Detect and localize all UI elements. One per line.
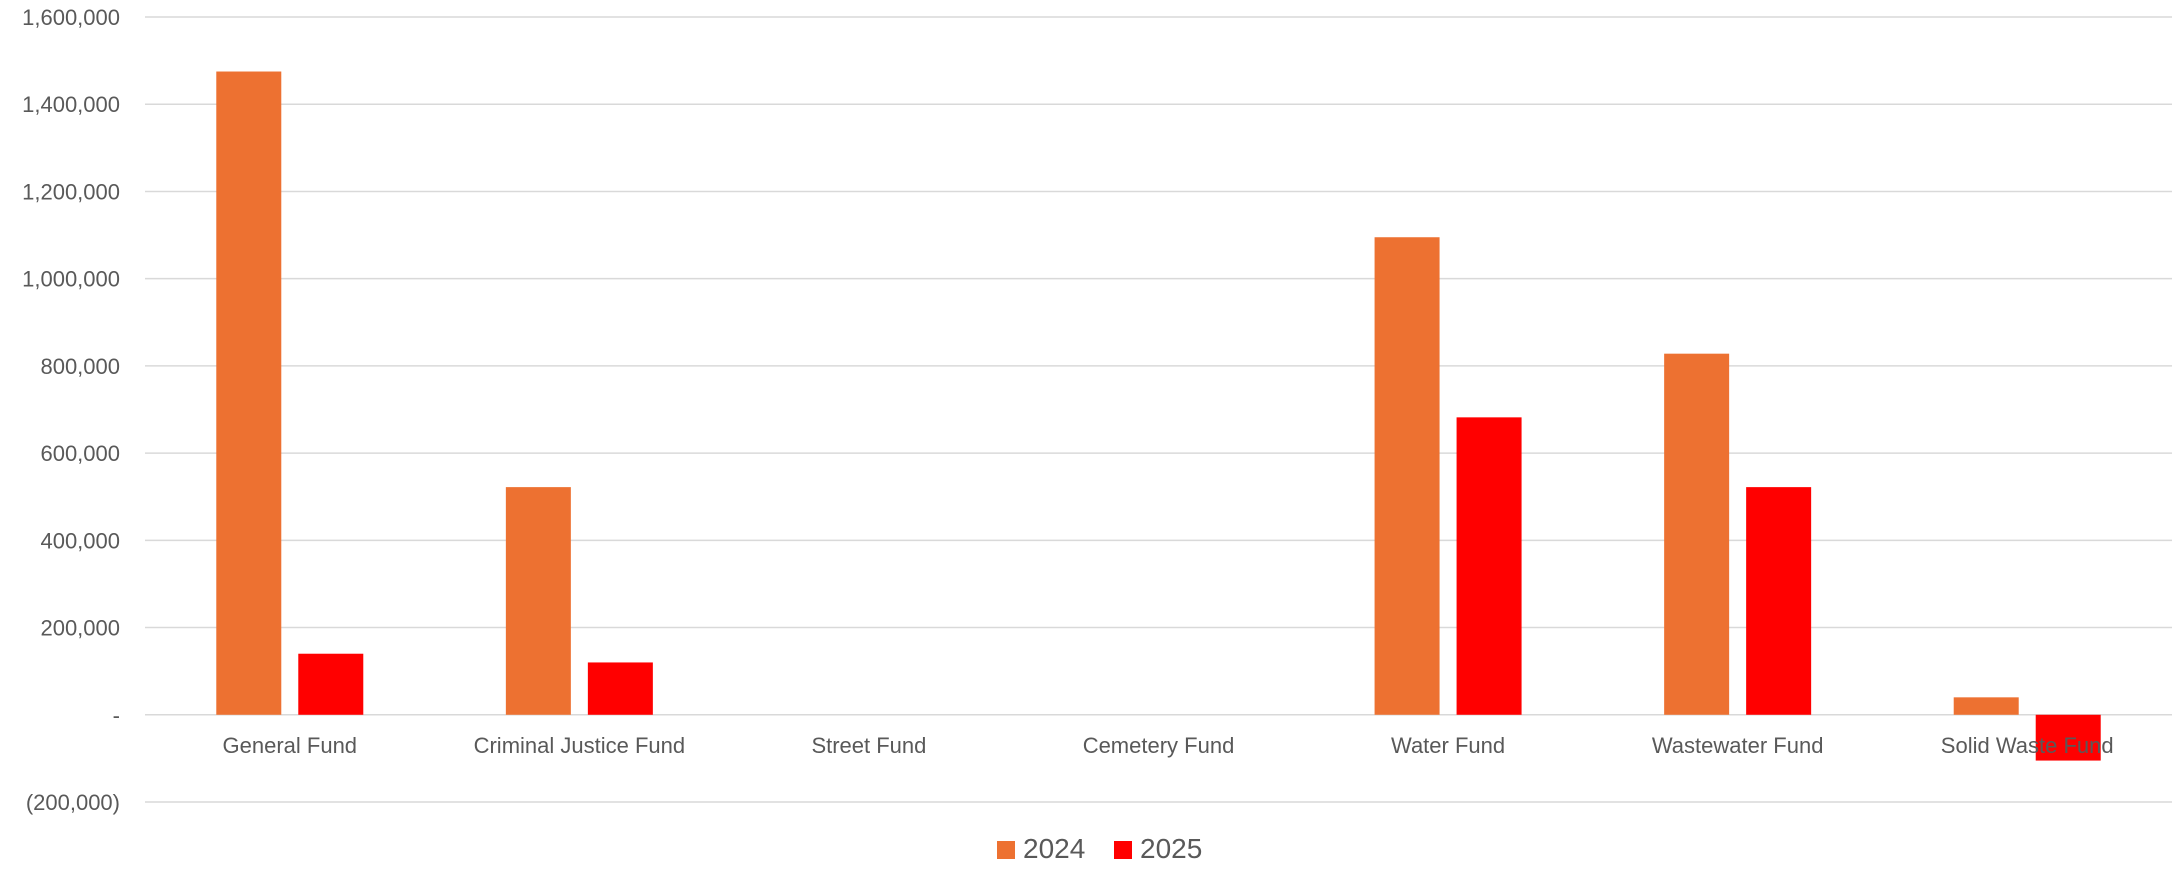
y-tick-label: 1,600,000 [22,5,120,30]
bar-2025-1 [587,662,653,715]
legend-swatch-2025 [1114,841,1132,859]
legend-label: 2024 [1023,833,1085,864]
legend: 2024 2025 [997,833,1202,864]
y-tick-label: (200,000) [26,790,120,815]
bar-2025-0 [298,653,364,715]
y-tick-label: - [113,703,120,728]
y-tick-label: 1,400,000 [22,92,120,117]
y-tick-label: 800,000 [40,354,120,379]
bar-2024-1 [505,487,571,715]
x-tick-label: General Fund [223,733,358,758]
y-tick-label: 1,000,000 [22,267,120,292]
legend-swatch-2024 [997,841,1015,859]
bar-2024-5 [1664,353,1730,715]
legend-label: 2025 [1140,833,1202,864]
y-tick-label: 400,000 [40,528,120,553]
x-tick-label: Water Fund [1391,733,1505,758]
x-axis: General Fund Criminal Justice Fund Street … [223,733,2114,758]
bars [216,71,2101,761]
y-tick-label: 600,000 [40,441,120,466]
x-tick-label: Street Fund [811,733,926,758]
bar-2025-6 [2035,714,2101,761]
bar-2025-5 [1746,487,1812,715]
gridlines [145,16,2172,803]
x-tick-label: Criminal Justice Fund [474,733,686,758]
x-tick-label: Wastewater Fund [1652,733,1824,758]
bar-2024-0 [216,71,282,715]
bar-2024-4 [1374,237,1440,715]
bar-2024-6 [1953,697,2019,715]
x-tick-label: Cemetery Fund [1083,733,1235,758]
bar-2025-4 [1456,417,1522,715]
y-tick-label: 1,200,000 [22,179,120,204]
x-tick-label: Solid Waste Fund [1941,733,2114,758]
y-tick-label: 200,000 [40,616,120,641]
y-axis: (200,000) - 200,000 400,000 600,000 800,000 1,… [22,5,120,815]
